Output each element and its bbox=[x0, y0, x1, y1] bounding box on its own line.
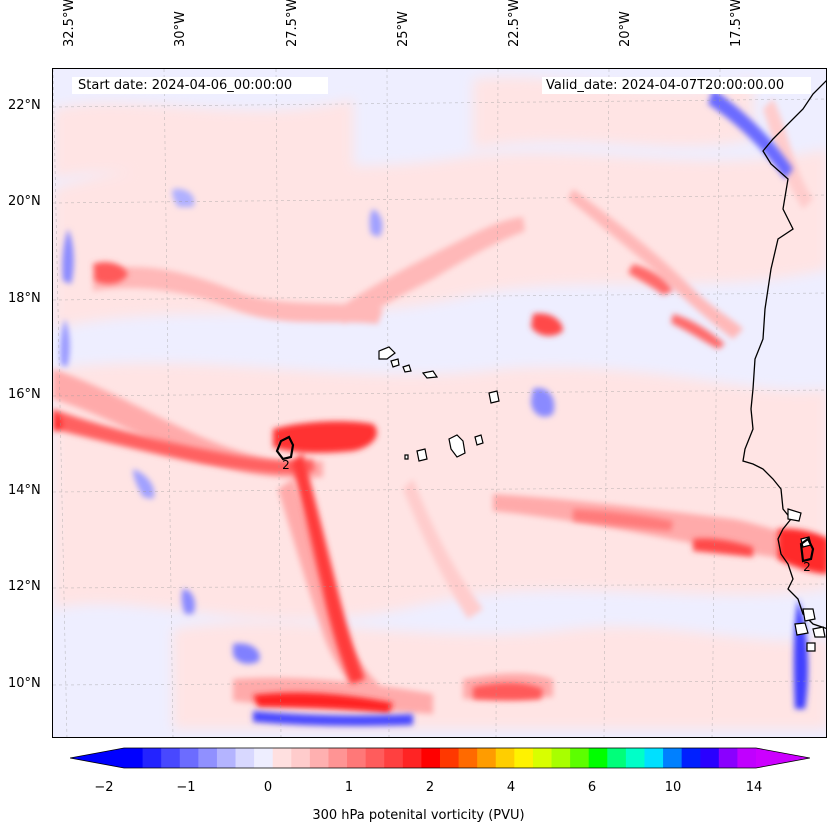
colorbar-tick: 14 bbox=[745, 780, 763, 795]
lon-tick: 22.5°W bbox=[507, 0, 522, 47]
colorbar-tick: −2 bbox=[94, 780, 114, 795]
colorbar-cell bbox=[161, 748, 181, 768]
colorbar-cell bbox=[365, 748, 385, 768]
colorbar-cell bbox=[514, 748, 534, 768]
colorbar-cell bbox=[384, 748, 404, 768]
colorbar-cell bbox=[179, 748, 199, 768]
colorbar-under-arrow bbox=[70, 748, 124, 768]
colorbar-tick: −1 bbox=[176, 780, 196, 795]
map-panel: 2 2 bbox=[52, 68, 827, 738]
colorbar-cell bbox=[458, 748, 478, 768]
colorbar-cell bbox=[625, 748, 645, 768]
colorbar-cell bbox=[198, 748, 218, 768]
colorbar-cell bbox=[495, 748, 515, 768]
colorbar-cell bbox=[347, 748, 367, 768]
colorbar-over-arrow bbox=[756, 748, 810, 768]
lat-tick: 10°N bbox=[8, 676, 41, 691]
colorbar-cell bbox=[663, 748, 683, 768]
colorbar-cell bbox=[142, 748, 162, 768]
lat-tick: 14°N bbox=[8, 483, 41, 498]
low-pv-patches bbox=[60, 89, 809, 726]
colorbar-cell bbox=[291, 748, 311, 768]
pv-contours bbox=[275, 435, 815, 563]
colorbar-tick: 10 bbox=[664, 780, 682, 795]
colorbar-cell bbox=[718, 748, 738, 768]
pv-2-contour-west bbox=[275, 435, 295, 461]
colorbar-cell bbox=[607, 748, 627, 768]
contour-label: 2 bbox=[803, 560, 811, 574]
graticule bbox=[53, 69, 826, 737]
colorbar-tick: 0 bbox=[263, 780, 273, 795]
colorbar-cell bbox=[570, 748, 590, 768]
colorbar-outline bbox=[70, 747, 810, 769]
colorbar-cell bbox=[551, 748, 571, 768]
colorbar-cell bbox=[440, 748, 460, 768]
lon-tick: 17.5°W bbox=[729, 0, 744, 47]
colorbar bbox=[70, 747, 810, 769]
islands bbox=[378, 346, 826, 652]
lon-tick: 32.5°W bbox=[62, 0, 77, 47]
lat-tick: 18°N bbox=[8, 291, 41, 306]
colorbar-cell bbox=[272, 748, 292, 768]
lon-tick: 27.5°W bbox=[285, 0, 300, 47]
colorbar-cell bbox=[700, 748, 720, 768]
contour-label: 2 bbox=[282, 458, 290, 472]
lon-tick: 20°W bbox=[618, 11, 633, 47]
start-date-label: Start date: 2024-04-06_00:00:00 bbox=[72, 77, 328, 94]
colorbar-tick: 6 bbox=[587, 780, 597, 795]
colorbar-tick: 1 bbox=[344, 780, 354, 795]
lon-tick: 30°W bbox=[173, 11, 188, 47]
lat-tick: 20°N bbox=[8, 194, 41, 209]
lat-tick: 22°N bbox=[8, 98, 41, 113]
colorbar-cell bbox=[532, 748, 553, 768]
colorbar-cell bbox=[309, 748, 329, 768]
colorbar-cell bbox=[681, 748, 701, 768]
lat-tick: 16°N bbox=[8, 387, 41, 402]
colorbar-tick: 4 bbox=[506, 780, 516, 795]
colorbar-cell bbox=[644, 748, 664, 768]
colorbar-cell bbox=[328, 748, 348, 768]
colorbar-cell bbox=[402, 748, 422, 768]
colorbar-cell bbox=[477, 748, 497, 768]
colorbar-cell bbox=[216, 748, 237, 768]
colorbar-cell bbox=[235, 748, 255, 768]
vorticity-field: 2 2 bbox=[53, 69, 826, 737]
lat-tick: 12°N bbox=[8, 579, 41, 594]
colorbar-cell bbox=[588, 748, 608, 768]
colorbar-cell bbox=[421, 748, 441, 768]
pv-2-contour-east bbox=[799, 537, 815, 563]
colorbar-label: 300 hPa potenital vorticity (PVU) bbox=[312, 808, 525, 823]
colorbar-cell bbox=[254, 748, 274, 768]
lon-tick: 25°W bbox=[396, 11, 411, 47]
coastline bbox=[742, 80, 826, 630]
colorbar-tick: 2 bbox=[425, 780, 435, 795]
valid-date-label: Valid_date: 2024-04-07T20:00:00.00 bbox=[542, 77, 811, 94]
colorbar-cell bbox=[124, 748, 144, 768]
colorbar-cell bbox=[737, 748, 757, 768]
